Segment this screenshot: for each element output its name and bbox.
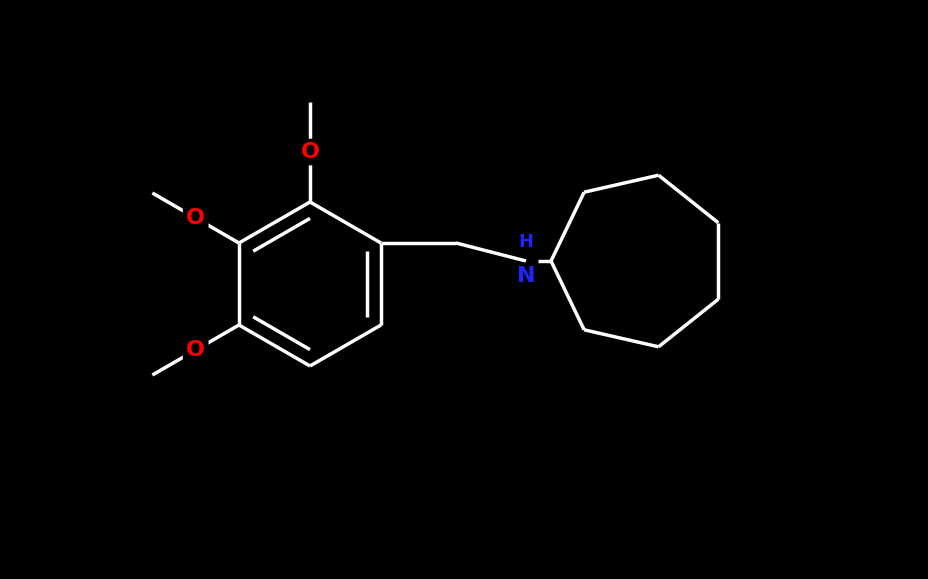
Text: O: O [186,208,205,228]
Text: O: O [300,142,319,162]
Text: O: O [186,340,205,360]
Text: H: H [518,233,533,251]
Text: N: N [516,266,535,286]
